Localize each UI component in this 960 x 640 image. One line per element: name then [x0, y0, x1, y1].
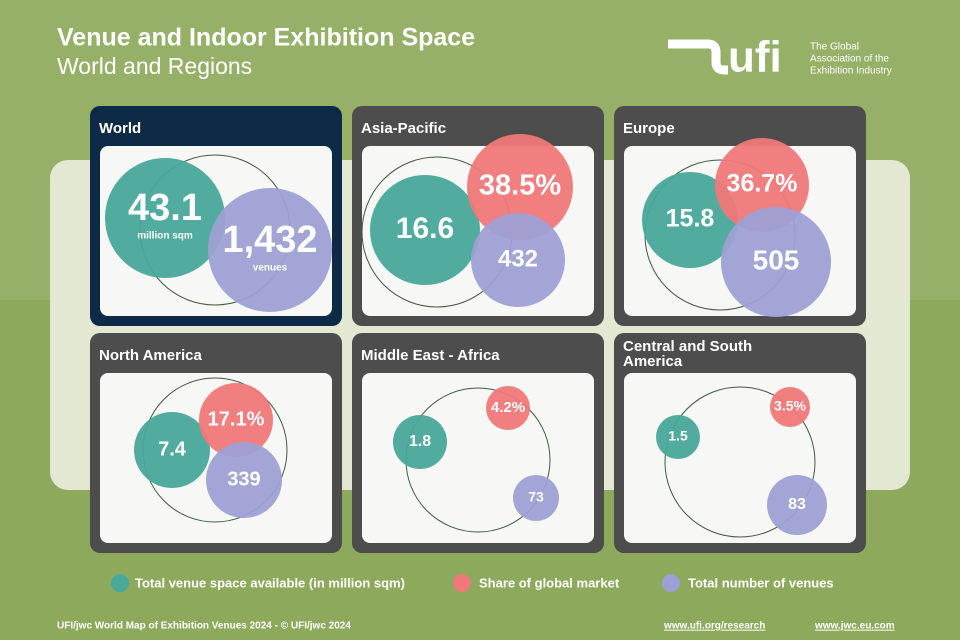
bubble-value: 15.8 — [666, 205, 715, 233]
panel-title: Middle East - Africa — [361, 347, 500, 364]
bubble — [199, 383, 273, 457]
bubble — [393, 415, 447, 469]
bubble-unit: venues — [253, 263, 288, 274]
legend-label: Share of global market — [479, 575, 620, 590]
panel-title: Asia-Pacific — [361, 120, 447, 137]
bubble — [656, 415, 700, 459]
bubble-value: 1,432 — [222, 219, 317, 261]
bubble-value: 339 — [227, 468, 260, 490]
bubble-value: 73 — [528, 489, 544, 505]
bubble — [721, 207, 831, 317]
bubble-value: 1.8 — [409, 433, 431, 450]
logo-tagline: The Global — [810, 42, 859, 53]
bubble — [471, 213, 565, 307]
bubble — [208, 188, 332, 312]
title: Venue and Indoor Exhibition Space — [57, 24, 475, 52]
bubble-value: 17.1% — [208, 408, 265, 430]
logo-shape — [668, 39, 728, 75]
logo-tagline: Exhibition Industry — [810, 66, 892, 77]
panel-title: Central and South America — [623, 338, 753, 370]
panel-title: World — [99, 120, 142, 137]
bubble — [486, 386, 530, 430]
bubble-value: 505 — [753, 244, 800, 275]
bubble-value: 38.5% — [479, 170, 561, 202]
bubble — [642, 172, 738, 268]
panel-title: North America — [99, 347, 202, 364]
bubble-value: 83 — [788, 496, 806, 513]
bubble — [134, 412, 210, 488]
legend-swatch — [662, 574, 680, 592]
logo-mark: ufi — [728, 33, 782, 82]
bubble — [370, 175, 480, 285]
panel-body — [362, 373, 594, 543]
subtitle: World and Regions — [57, 53, 252, 79]
bubble-value: 3.5% — [774, 398, 806, 414]
bubble-value: 4.2% — [491, 399, 525, 416]
footer-link[interactable]: www.ufi.org/research — [663, 621, 765, 632]
bubble — [206, 442, 282, 518]
legend-label: Total number of venues — [688, 575, 834, 590]
bubble-value: 432 — [498, 245, 538, 272]
bubble-value: 36.7% — [727, 170, 798, 198]
bubble-value: 43.1 — [128, 187, 202, 229]
footer-credit: UFI/jwc World Map of Exhibition Venues 2… — [57, 621, 351, 632]
bubble-unit: million sqm — [137, 231, 193, 242]
bubble-value: 7.4 — [158, 438, 187, 460]
bubble-value: 1.5 — [668, 428, 688, 444]
legend-swatch — [453, 574, 471, 592]
legend-label: Total venue space available (in million … — [135, 575, 405, 590]
footer-link[interactable]: www.jwc.eu.com — [814, 621, 895, 632]
bubble — [770, 387, 810, 427]
bubble — [105, 158, 225, 278]
bubble — [767, 475, 827, 535]
bubble-value: 16.6 — [396, 212, 454, 245]
panel-title: Europe — [623, 120, 675, 137]
legend-swatch — [111, 574, 129, 592]
bubble — [513, 475, 559, 521]
outline-circle — [664, 386, 816, 538]
bubble — [467, 134, 573, 240]
logo-tagline: Association of the — [810, 54, 889, 65]
